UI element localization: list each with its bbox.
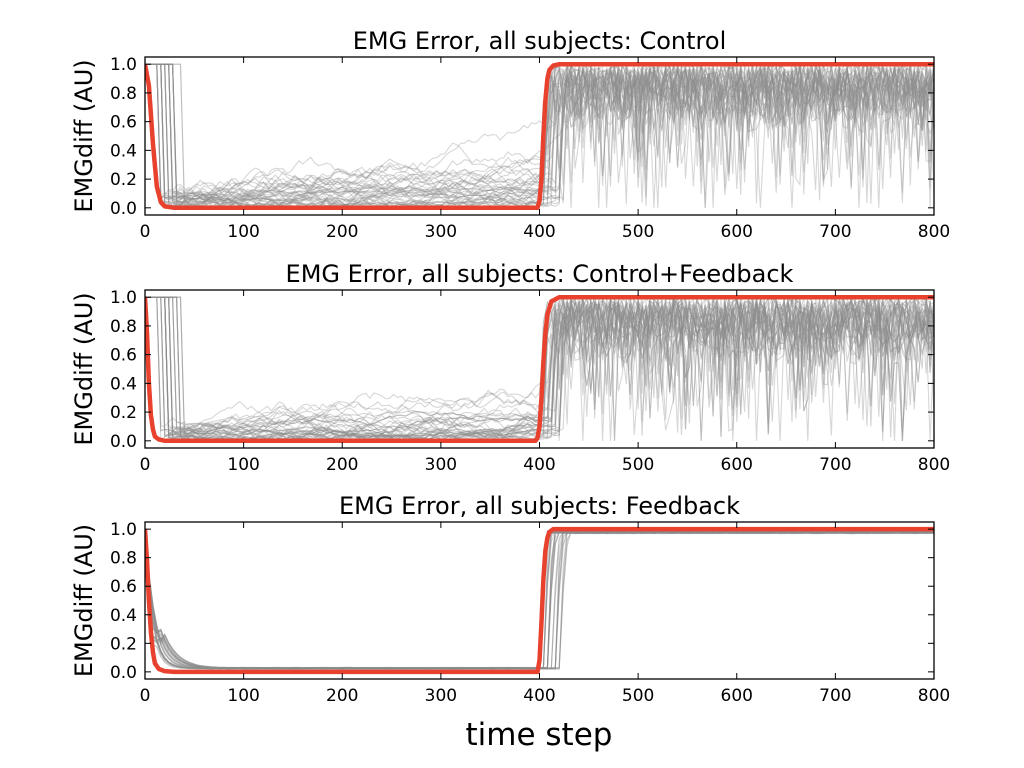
plot-area [145, 61, 934, 211]
x-tick-label: 300 [425, 455, 457, 475]
x-tick-label: 700 [819, 686, 851, 706]
mean-trace [145, 526, 934, 675]
subject-trace [145, 62, 934, 208]
mean-trace [145, 61, 934, 211]
y-axis-label: EMGdiff (AU) [70, 59, 98, 212]
y-tick-label: 0.6 [110, 346, 137, 366]
x-tick-label: 700 [819, 455, 851, 475]
x-tick-label: 400 [523, 455, 555, 475]
x-tick-label: 600 [721, 455, 753, 475]
y-tick-label: 0.2 [110, 634, 137, 654]
x-tick-label: 200 [326, 222, 358, 242]
subject-trace [145, 63, 934, 207]
x-tick-label: 100 [227, 222, 259, 242]
x-tick-label: 800 [918, 686, 950, 706]
y-tick-label: 0.4 [110, 374, 137, 394]
plot-area [145, 294, 934, 444]
x-tick-label: 300 [425, 686, 457, 706]
x-tick-label: 0 [140, 222, 151, 242]
chart-panel-3: 0 100 200 300 400 500 600 700 800 0.0 0.2 0.4 0.6 0.8… [70, 492, 950, 706]
subject-trace [145, 62, 934, 208]
y-tick-label: 0.0 [110, 199, 137, 219]
y-tick-label: 0.0 [110, 432, 137, 452]
y-tick-label: 0.2 [110, 170, 137, 190]
x-tick-label: 200 [326, 686, 358, 706]
y-tick-label: 0.6 [110, 113, 137, 133]
panels: 0 100 200 300 400 500 600 700 800 0.0 0.2 0.4 0.6 0.8… [70, 27, 950, 706]
y-tick-label: 0.0 [110, 663, 137, 683]
y-tick-label: 0.4 [110, 141, 137, 161]
y-tick-label: 0.8 [110, 317, 137, 337]
subject-trace [145, 296, 934, 440]
x-tick-label: 100 [227, 686, 259, 706]
y-tick-label: 1.0 [110, 520, 137, 540]
x-tick-label: 0 [140, 455, 151, 475]
y-tick-label: 0.8 [110, 84, 137, 104]
x-tick-label: 800 [918, 455, 950, 475]
x-tick-label: 600 [721, 222, 753, 242]
panel-title: EMG Error, all subjects: Control [353, 27, 727, 55]
x-tick-label: 400 [523, 222, 555, 242]
subject-trace [145, 296, 934, 441]
y-tick-label: 0.8 [110, 549, 137, 569]
chart-panel-1: 0 100 200 300 400 500 600 700 800 0.0 0.2 0.4 0.6 0.8… [70, 27, 950, 242]
x-tick-label: 700 [819, 222, 851, 242]
x-tick-label: 200 [326, 455, 358, 475]
mean-trace [145, 294, 934, 444]
x-tick-label: 0 [140, 686, 151, 706]
subject-trace [145, 62, 934, 196]
y-axis-label: EMGdiff (AU) [70, 292, 98, 445]
x-tick-label: 800 [918, 222, 950, 242]
y-tick-label: 1.0 [110, 55, 137, 75]
x-tick-label: 500 [622, 222, 654, 242]
subject-trace [145, 296, 934, 442]
x-tick-label: 500 [622, 686, 654, 706]
panel-title: EMG Error, all subjects: Feedback [339, 492, 740, 520]
x-tick-label: 600 [721, 686, 753, 706]
x-tick-label: 500 [622, 455, 654, 475]
y-tick-label: 0.2 [110, 403, 137, 423]
y-tick-label: 0.4 [110, 606, 137, 626]
panel-title: EMG Error, all subjects: Control+Feedbac… [286, 260, 794, 288]
chart-panel-2: 0 100 200 300 400 500 600 700 800 0.0 0.2 0.4 0.6 0.8… [70, 260, 950, 475]
x-tick-label: 300 [425, 222, 457, 242]
figure-x-label: time step [466, 717, 613, 753]
plot-area [145, 526, 934, 675]
y-tick-label: 1.0 [110, 288, 137, 308]
x-tick-label: 100 [227, 455, 259, 475]
y-axis-label: EMGdiff (AU) [70, 524, 98, 677]
subject-trace [145, 63, 934, 207]
x-tick-label: 400 [523, 686, 555, 706]
y-tick-label: 0.6 [110, 577, 137, 597]
